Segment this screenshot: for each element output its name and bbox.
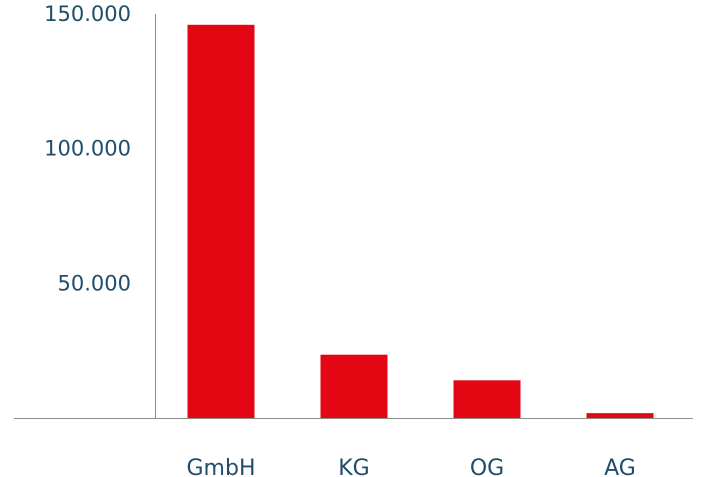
category-label-ag: AG [604, 456, 636, 477]
category-labels: GmbH KG OG AG [187, 456, 636, 477]
y-tick-labels: 50.000 100.000 150.000 [44, 2, 131, 295]
y-tick-label: 100.000 [44, 137, 131, 161]
bar-ag [586, 413, 654, 418]
y-tick-label: 150.000 [44, 2, 131, 26]
bar-og [453, 380, 521, 418]
bar-kg [320, 354, 388, 418]
y-tick-label: 50.000 [58, 271, 131, 295]
bar-gmbh [187, 24, 255, 418]
bars [187, 24, 654, 418]
category-label-gmbh: GmbH [187, 456, 256, 477]
category-label-kg: KG [338, 456, 369, 477]
category-label-og: OG [470, 456, 504, 477]
